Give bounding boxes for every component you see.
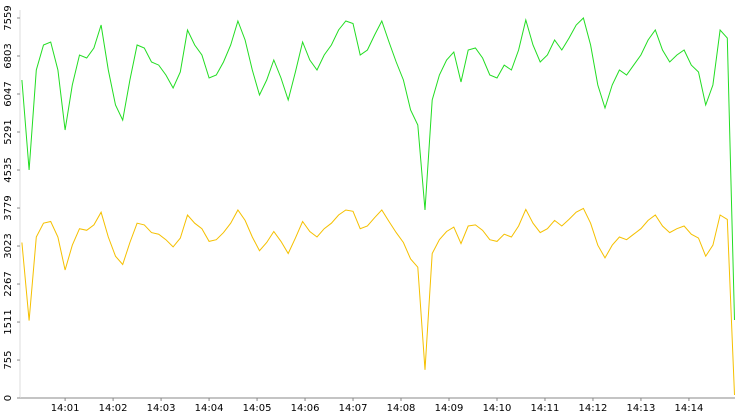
y-tick-label: 2267 [3, 271, 14, 296]
y-tick-label: 1511 [3, 309, 14, 334]
y-tick-label: 4535 [3, 157, 14, 182]
y-tick-label: 6047 [3, 81, 14, 106]
y-tick-label: 755 [3, 350, 14, 369]
x-tick-label: 14:14 [675, 403, 704, 414]
y-tick-label: 3779 [3, 195, 14, 220]
x-tick-label: 14:01 [51, 403, 80, 414]
x-tick-label: 14:03 [147, 403, 176, 414]
x-tick-label: 14:12 [579, 403, 608, 414]
x-tick-label: 14:07 [339, 403, 368, 414]
x-tick-label: 14:02 [99, 403, 128, 414]
x-tick-label: 14:13 [627, 403, 656, 414]
x-tick-label: 14:08 [387, 403, 416, 414]
x-tick-label: 14:04 [195, 403, 224, 414]
line-series [21, 17, 735, 321]
x-tick-label: 14:11 [531, 403, 560, 414]
line-series [21, 207, 735, 396]
y-tick-label: 6803 [3, 43, 14, 68]
x-tick-label: 14:09 [435, 403, 464, 414]
y-tick-label: 0 [3, 395, 14, 401]
y-tick-label: 7559 [3, 5, 14, 30]
y-tick-label: 3023 [3, 233, 14, 258]
y-tick-label: 5291 [3, 119, 14, 144]
x-tick-label: 14:05 [243, 403, 272, 414]
x-tick-label: 14:10 [483, 403, 512, 414]
x-tick-label: 14:06 [291, 403, 320, 414]
